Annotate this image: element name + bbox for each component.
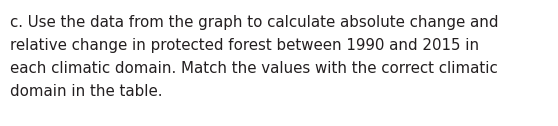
Text: c. Use the data from the graph to calculate absolute change and
relative change : c. Use the data from the graph to calcul… bbox=[10, 15, 498, 99]
